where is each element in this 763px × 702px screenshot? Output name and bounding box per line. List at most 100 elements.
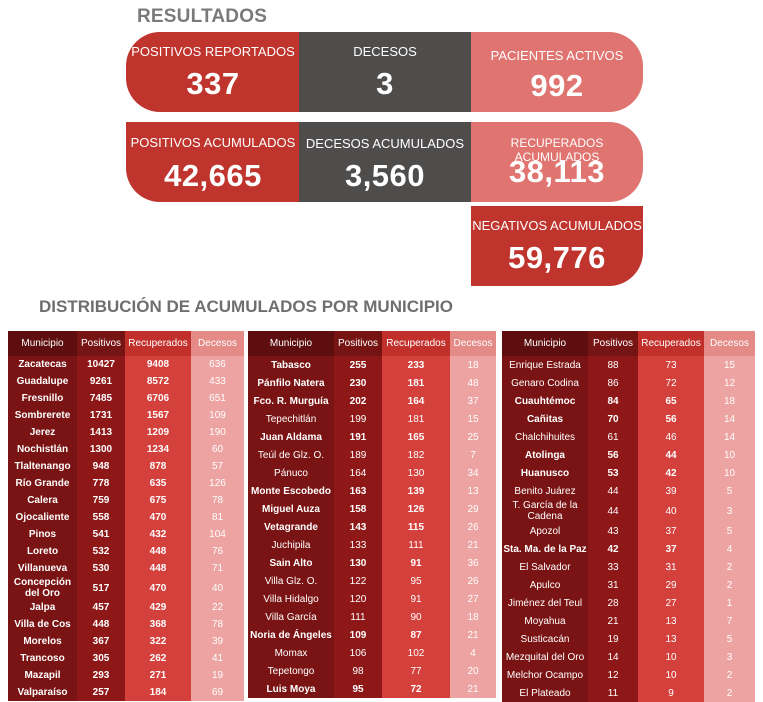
decesos-cell: 18 — [450, 608, 496, 626]
recuperados-cell: 77 — [382, 662, 450, 680]
table-row: El Plateado 11 9 2 — [502, 684, 755, 702]
decesos-cell: 2 — [704, 684, 755, 702]
table-row: Genaro Codina 86 72 12 — [502, 374, 755, 392]
municipality-table-3: Municipio Positivos Recuperados Decesos Enri… — [502, 331, 755, 702]
table-row: T. García de la Cadena 44 40 3 — [502, 500, 755, 522]
positivos-cell: 120 — [334, 590, 382, 608]
positivos-cell: 14 — [588, 648, 638, 666]
recuperados-cell: 44 — [638, 446, 704, 464]
table-row: Chalchihuites 61 46 14 — [502, 428, 755, 446]
table-row: Pinos 541 432 104 — [8, 526, 244, 543]
decesos-cell: 2 — [704, 666, 755, 684]
positivos-cell: 98 — [334, 662, 382, 680]
decesos-cell: 20 — [450, 662, 496, 680]
positivos-cell: 70 — [588, 410, 638, 428]
recuperados-cell: 1567 — [125, 407, 191, 424]
municipio-cell: Loreto — [8, 543, 77, 560]
column-header: Positivos — [334, 331, 382, 356]
recuperados-cell: 27 — [638, 594, 704, 612]
table-row: Sta. Ma. de la Paz 42 37 4 — [502, 540, 755, 558]
decesos-cell: 78 — [191, 492, 244, 509]
recuperados-cell: 448 — [125, 560, 191, 577]
positivos-cell: 230 — [334, 374, 382, 392]
decesos-cell: 433 — [191, 373, 244, 390]
table-row: Moyahua 21 13 7 — [502, 612, 755, 630]
municipio-cell: Cuauhtémoc — [502, 392, 588, 410]
positivos-cell: 11 — [588, 684, 638, 702]
positivos-cell: 95 — [334, 680, 382, 698]
positivos-cell: 158 — [334, 500, 382, 518]
table-row: Villa Hidalgo 120 91 27 — [248, 590, 496, 608]
municipio-cell: Melchor Ocampo — [502, 666, 588, 684]
decesos-cell: 18 — [450, 356, 496, 374]
recuperados-cell: 130 — [382, 464, 450, 482]
decesos-cell: 3 — [704, 500, 755, 522]
municipio-cell: Jerez — [8, 424, 77, 441]
recuperados-cell: 322 — [125, 633, 191, 650]
table-row: Benito Juárez 44 39 5 — [502, 482, 755, 500]
positivos-cell: 305 — [77, 650, 125, 667]
table-row: Tabasco 255 233 18 — [248, 356, 496, 374]
recuperados-cell: 90 — [382, 608, 450, 626]
column-header: Decesos — [704, 331, 755, 356]
positivos-cell: 43 — [588, 522, 638, 540]
table-row: Noria de Ángeles 109 87 21 — [248, 626, 496, 644]
table-row: Villanueva 530 448 71 — [8, 560, 244, 577]
recuperados-cell: 8572 — [125, 373, 191, 390]
card-label: POSITIVOS REPORTADOS — [131, 44, 295, 59]
decesos-cell: 76 — [191, 543, 244, 560]
table-row: Morelos 367 322 39 — [8, 633, 244, 650]
positivos-cell: 28 — [588, 594, 638, 612]
municipality-table-2: Municipio Positivos Recuperados Decesos Taba… — [248, 331, 496, 698]
municipio-cell: Apulco — [502, 576, 588, 594]
decesos-cell: 10 — [704, 464, 755, 482]
table-row: Ojocaliente 558 470 81 — [8, 509, 244, 526]
recuperados-cell: 95 — [382, 572, 450, 590]
recuperados-cell: 432 — [125, 526, 191, 543]
card-label: DECESOS — [353, 44, 417, 59]
positivos-cell: 1413 — [77, 424, 125, 441]
table-row: Concepción del Oro 517 470 40 — [8, 577, 244, 599]
recuperados-cell: 91 — [382, 590, 450, 608]
municipio-cell: Tepechitlán — [248, 410, 334, 428]
table-row: Juchipila 133 111 21 — [248, 536, 496, 554]
municipio-cell: Ojocaliente — [8, 509, 77, 526]
municipio-cell: Sombrerete — [8, 407, 77, 424]
recuperados-cell: 87 — [382, 626, 450, 644]
municipio-cell: Trancoso — [8, 650, 77, 667]
card-value: 38,113 — [508, 154, 606, 189]
decesos-cell: 41 — [191, 650, 244, 667]
municipio-cell: Río Grande — [8, 475, 77, 492]
table-row: Mezquital del Oro 14 10 3 — [502, 648, 755, 666]
decesos-cell: 34 — [450, 464, 496, 482]
municipio-cell: Sain Alto — [248, 554, 334, 572]
positivos-cell: 530 — [77, 560, 125, 577]
table-row: Trancoso 305 262 41 — [8, 650, 244, 667]
table-row: Zacatecas 10427 9408 636 — [8, 356, 244, 373]
recuperados-cell: 1209 — [125, 424, 191, 441]
table-row: Vetagrande 143 115 26 — [248, 518, 496, 536]
municipio-cell: Villa Glz. O. — [248, 572, 334, 590]
decesos-cell: 15 — [450, 410, 496, 428]
decesos-cell: 60 — [191, 441, 244, 458]
positivos-cell: 1731 — [77, 407, 125, 424]
positivos-cell: 778 — [77, 475, 125, 492]
positivos-cell: 191 — [334, 428, 382, 446]
municipality-table-1: Municipio Positivos Recuperados Decesos Zaca… — [8, 331, 244, 701]
decesos-cell: 71 — [191, 560, 244, 577]
table-row: Villa Glz. O. 122 95 26 — [248, 572, 496, 590]
table-row: Sombrerete 1731 1567 109 — [8, 407, 244, 424]
decesos-cell: 18 — [704, 392, 755, 410]
recuperados-cell: 878 — [125, 458, 191, 475]
positivos-cell: 532 — [77, 543, 125, 560]
municipio-cell: Villa de Cos — [8, 616, 77, 633]
municipio-cell: Moyahua — [502, 612, 588, 630]
decesos-cell: 5 — [704, 482, 755, 500]
positivos-cell: 7485 — [77, 390, 125, 407]
positivos-cell: 44 — [588, 482, 638, 500]
decesos-cell: 14 — [704, 410, 755, 428]
municipio-cell: Apozol — [502, 522, 588, 540]
recuperados-cell: 31 — [638, 558, 704, 576]
municipio-cell: Chalchihuites — [502, 428, 588, 446]
positivos-cell: 517 — [77, 577, 125, 599]
